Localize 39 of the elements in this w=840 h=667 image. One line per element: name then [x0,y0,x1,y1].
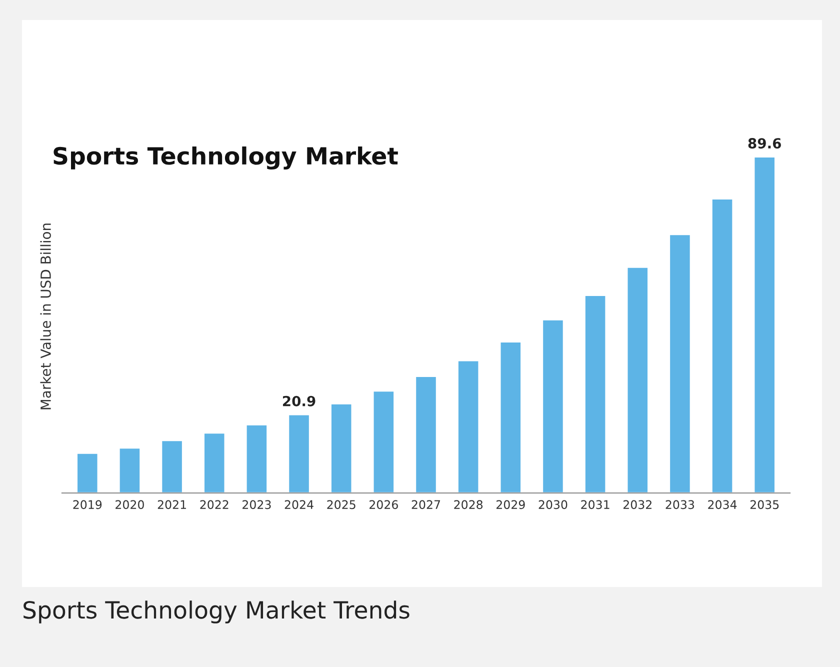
x-tick-label: 2019 [73,500,102,510]
x-tick-label: 2034 [708,500,737,510]
x-tick-label: 2021 [158,500,186,510]
bar [457,360,480,493]
x-tick-label: 2035 [750,500,779,510]
x-tick-label: 2029 [496,500,525,510]
x-tick-label: 2030 [538,500,568,510]
bar [668,234,692,493]
x-tick-label: 2027 [412,500,440,510]
bar [372,390,395,493]
bar [414,376,438,493]
x-tick-label: 2022 [200,500,228,510]
y-axis-title: Market Value in USD Billion [40,224,51,410]
bar [118,447,141,493]
bar [160,440,184,493]
bar [288,414,310,493]
x-tick-label: 2025 [327,500,356,510]
bar [711,198,734,493]
bar [245,424,268,493]
bar [542,318,564,493]
bar [76,452,99,493]
x-tick-label: 2032 [623,500,652,510]
x-tick-label: 2028 [454,500,483,510]
bar [330,403,353,493]
x-tick-label: 2031 [581,500,610,510]
bar [499,341,522,493]
x-tick-label: 2033 [666,500,694,510]
data-label: 89.6 [748,138,781,149]
bar [753,156,776,493]
x-tick-label: 2024 [284,500,314,510]
bar [203,432,226,493]
bar [626,266,649,493]
x-tick-label: 2026 [370,500,398,510]
x-tick-label: 2023 [242,500,271,510]
bar [584,294,607,493]
x-tick-label: 2020 [116,500,144,510]
data-label: 20.9 [282,396,316,406]
text: Sports Technology Market Trends [24,600,410,624]
chart-title: Sports Technology Market [54,146,398,170]
